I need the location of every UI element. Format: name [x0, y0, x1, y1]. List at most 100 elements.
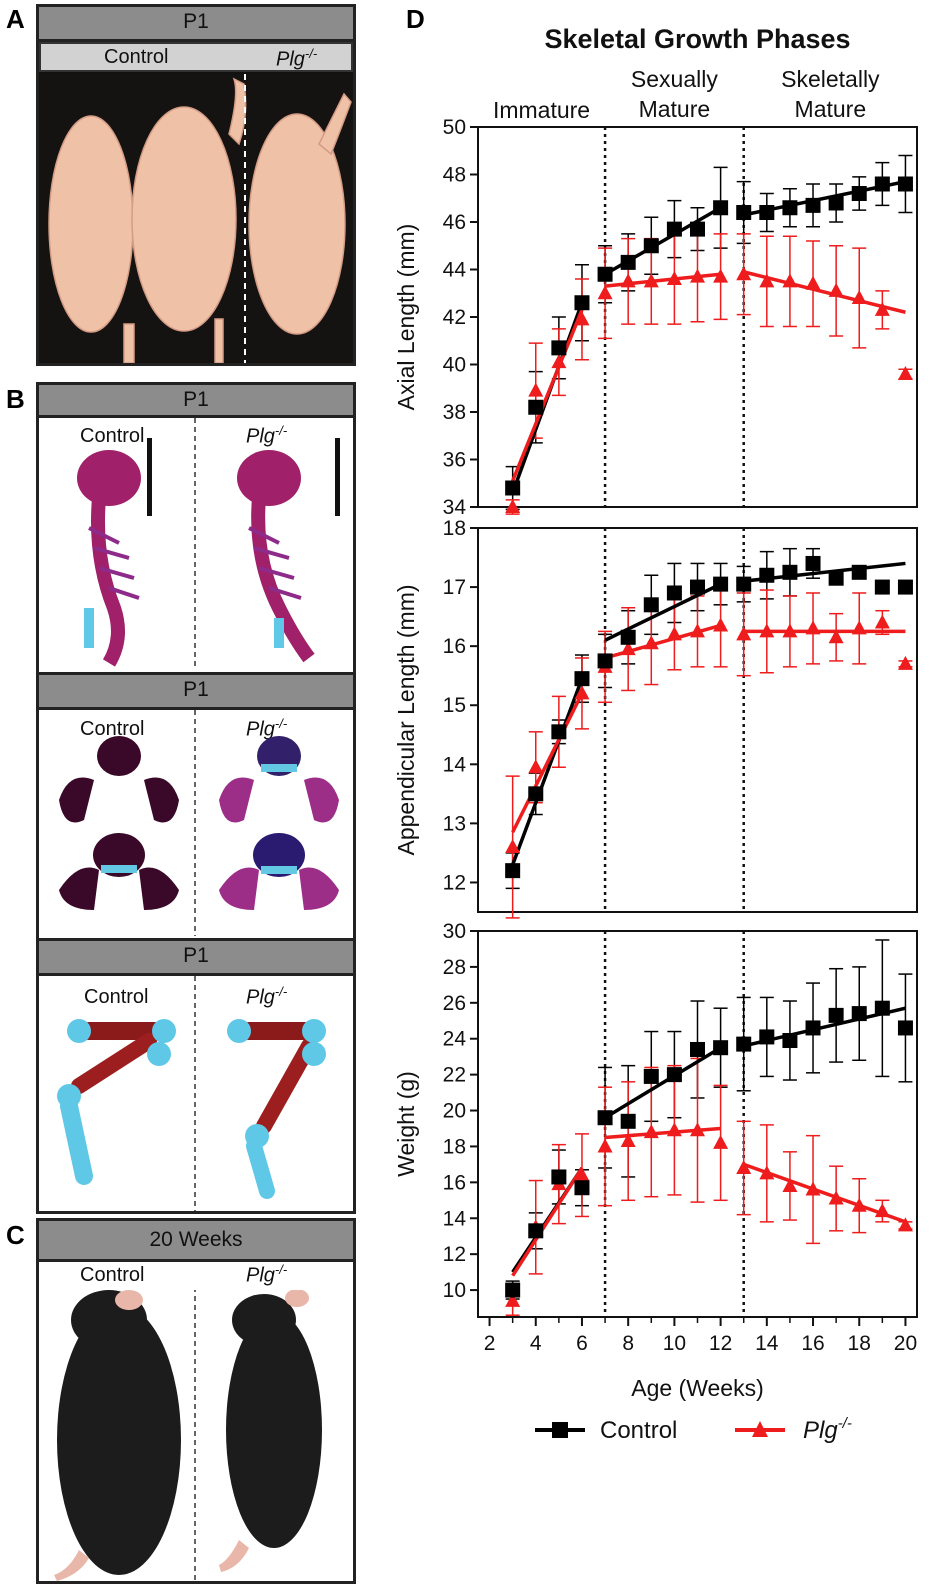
plg-data-point — [690, 268, 705, 283]
y-tick-label: 10 — [443, 1279, 466, 1302]
control-data-point — [574, 671, 590, 687]
skeleton-control — [77, 438, 152, 667]
y-axis-label: Appendicular Length (mm) — [393, 584, 419, 855]
control-data-point — [690, 221, 705, 237]
x-tick-label: 20 — [894, 1332, 917, 1355]
control-data-point — [690, 579, 705, 595]
plg-data-point — [643, 635, 659, 650]
y-tick-label: 50 — [443, 116, 466, 139]
x-tick-label: 14 — [755, 1332, 779, 1355]
control-data-point — [597, 1110, 613, 1126]
y-tick-label: 24 — [443, 1028, 467, 1051]
control-data-point — [528, 786, 544, 802]
control-data-point — [620, 1113, 636, 1129]
plg-data-point — [874, 301, 890, 316]
plg-data-point — [643, 1124, 659, 1139]
y-tick-label: 13 — [443, 812, 466, 835]
control-data-point — [805, 555, 821, 571]
x-tick-label: 6 — [576, 1332, 588, 1355]
phase-label: Sexually Mature — [631, 66, 718, 122]
x-axis-label: Age (Weeks) — [631, 1375, 764, 1401]
y-tick-label: 26 — [443, 992, 466, 1015]
control-data-point — [736, 1036, 752, 1052]
panel-c-control-label: Control — [80, 1264, 145, 1286]
x-tick-label: 10 — [663, 1332, 686, 1355]
control-data-point — [713, 200, 729, 216]
plg-data-point — [505, 499, 521, 513]
plg-data-point — [851, 290, 867, 304]
plg-data-point — [897, 1217, 913, 1232]
panel-b3-header: P1 — [36, 938, 356, 976]
control-data-point — [713, 1040, 729, 1056]
plg-data-point — [620, 273, 636, 288]
y-tick-label: 18 — [443, 1135, 466, 1158]
y-tick-label: 12 — [443, 1243, 466, 1266]
plg-data-point — [690, 1122, 705, 1137]
y-tick-label: 48 — [443, 164, 466, 187]
mouse-plg — [226, 1312, 322, 1548]
legend-control-label: Control — [600, 1417, 677, 1444]
control-data-point — [597, 266, 613, 282]
control-data-point — [597, 653, 613, 669]
fit-line — [511, 692, 584, 834]
fit-line — [511, 309, 584, 482]
plg-data-point — [805, 1181, 821, 1196]
y-tick-label: 40 — [443, 354, 466, 377]
panel-b3-limbs — [57, 976, 326, 1211]
y-tick-label: 30 — [443, 920, 466, 943]
phase-label-line2: Mature — [639, 96, 711, 122]
legend-plg-label: Plg-/- — [803, 1415, 852, 1444]
control-data-point — [874, 1000, 890, 1016]
control-data-point — [551, 724, 567, 740]
control-data-point — [897, 1020, 913, 1036]
plot-frame — [477, 527, 918, 913]
plg-data-point — [574, 311, 590, 326]
y-tick-label: 14 — [443, 1207, 467, 1230]
plg-data-point — [759, 623, 775, 638]
control-data-point — [505, 480, 521, 496]
plg-data-point — [505, 839, 521, 854]
phase-label: Immature — [493, 97, 590, 123]
y-tick-label: 34 — [443, 496, 467, 519]
plg-data-point — [805, 275, 821, 290]
control-data-point — [759, 205, 775, 220]
legend-plg-marker — [752, 1421, 768, 1437]
panel-c-plg-label: Plg-/- — [246, 1262, 287, 1288]
plg-data-point — [713, 617, 729, 632]
plg-data-point — [528, 382, 544, 397]
y-tick-label: 42 — [443, 306, 466, 329]
control-data-point — [759, 1029, 775, 1045]
panel-b1-skeletons — [77, 418, 340, 670]
panel-a-control-label: Control — [104, 46, 169, 68]
control-data-point — [736, 205, 752, 220]
y-tick-label: 18 — [443, 517, 466, 540]
control-data-point — [643, 238, 659, 254]
y-tick-label: 28 — [443, 956, 466, 979]
pup-middle — [131, 106, 237, 332]
control-data-point — [851, 1006, 867, 1022]
control-data-point — [851, 564, 867, 580]
control-data-point — [828, 195, 844, 211]
control-data-point — [782, 200, 798, 216]
x-tick-label: 18 — [848, 1332, 871, 1355]
plg-data-point — [874, 614, 890, 629]
panel-b2-control-label: Control — [80, 718, 145, 740]
y-axis-label: Axial Length (mm) — [393, 224, 419, 411]
plg-data-point — [666, 271, 682, 285]
plg-data-point — [828, 1190, 844, 1205]
control-data-point — [666, 585, 682, 601]
control-data-point — [528, 1223, 544, 1239]
control-data-point — [782, 564, 798, 580]
plg-data-point — [782, 273, 798, 288]
control-data-point — [851, 186, 867, 201]
panel-b3-plg-label: Plg-/- — [246, 984, 287, 1010]
plg-text: Plg — [276, 48, 305, 71]
plg-data-point — [736, 266, 752, 281]
y-tick-label: 12 — [443, 871, 466, 894]
y-tick-label: 20 — [443, 1100, 466, 1123]
plg-data-point — [805, 620, 821, 635]
control-data-point — [828, 1007, 844, 1023]
plg-data-point — [736, 626, 752, 641]
plg-data-point — [828, 629, 844, 644]
